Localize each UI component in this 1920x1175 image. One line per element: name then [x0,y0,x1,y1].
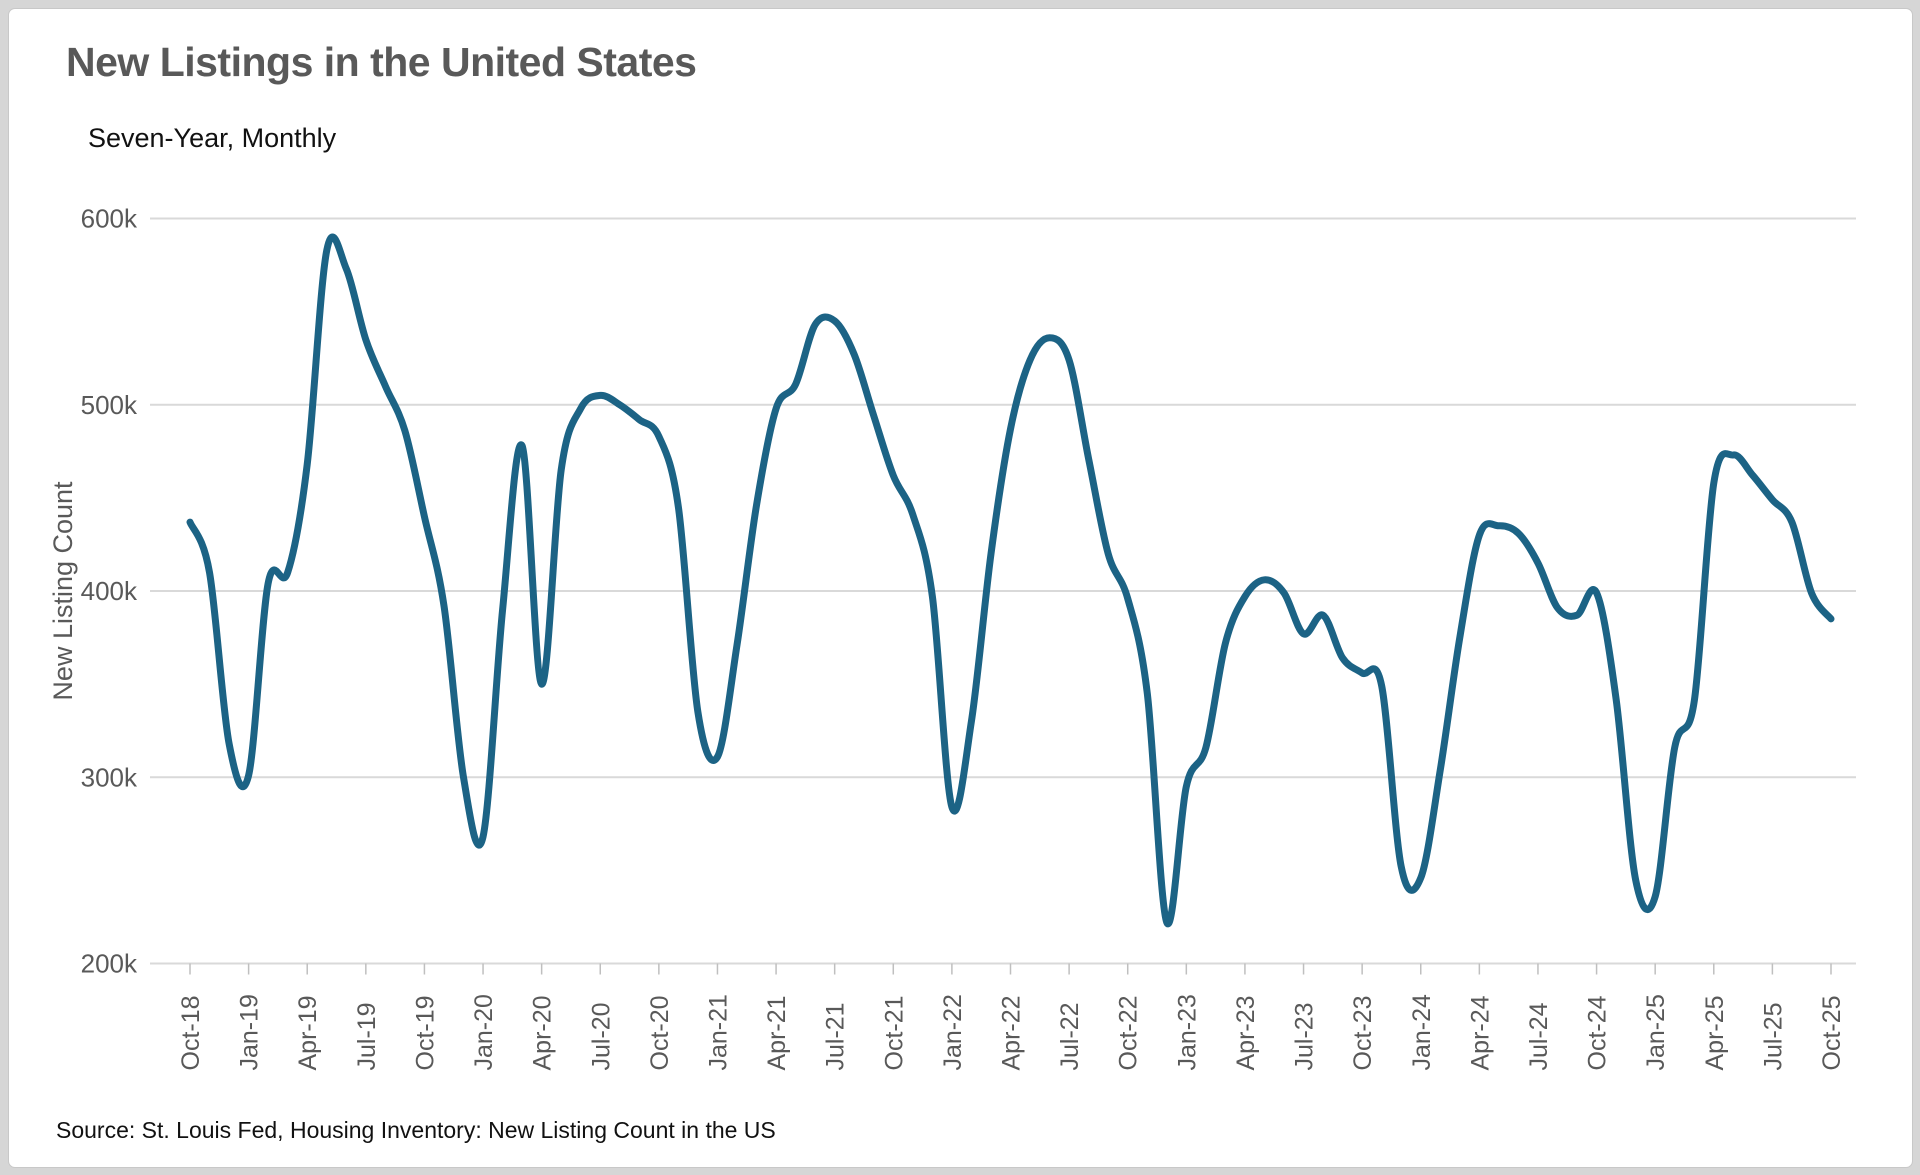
x-tick-label: Apr-21 [763,995,791,1070]
x-tick-label: Oct-20 [646,995,674,1070]
trend-line [186,233,1835,928]
x-axis-labels: Oct-18 Jan-19 Apr-19 Jul-19 Oct-19 Jan-20 Apr-… [177,994,1846,1071]
x-tick-label: Oct-19 [411,995,439,1070]
x-tick-label: Jan-19 [236,994,264,1070]
x-tick-label: Jul-19 [353,1002,381,1070]
x-tick-label: Jul-25 [1759,1002,1787,1070]
y-axis-labels: 600k 500k 400k 300k 200k [81,204,138,979]
x-tick-label: Apr-23 [1232,995,1260,1070]
x-tick-label: Apr-20 [529,995,557,1070]
x-tick-label: Apr-25 [1701,995,1729,1070]
y-axis-title-text: New Listing Count [48,481,78,701]
x-tick-label: Jan-20 [470,994,498,1070]
x-tick-label: Oct-22 [1115,995,1143,1070]
x-tick-label: Jan-22 [939,994,967,1070]
data-series [186,233,1835,928]
x-tick-label: Oct-18 [177,995,205,1070]
x-axis-ticks [189,963,1832,975]
x-tick-label: Oct-23 [1349,995,1377,1070]
y-tick-label: 500k [81,390,138,420]
x-tick-label: Jan-24 [1408,994,1436,1071]
y-tick-label: 300k [81,762,138,792]
chart-title: New Listings in the United States [66,39,697,85]
x-tick-label: Jan-21 [704,994,732,1070]
gridlines [150,217,1856,965]
y-tick-label: 400k [81,576,138,606]
y-tick-label: 200k [81,949,138,979]
x-tick-label: Apr-19 [294,995,322,1070]
x-tick-label: Jul-22 [1056,1002,1084,1070]
x-tick-label: Oct-21 [880,995,908,1070]
x-tick-label: Jan-25 [1642,994,1670,1070]
y-axis-title: New Listing Count [48,481,78,701]
x-tick-label: Jul-21 [822,1002,850,1070]
x-tick-label: Jan-23 [1173,994,1201,1070]
y-tick-label: 600k [81,204,138,234]
x-tick-label: Jul-24 [1525,1002,1553,1070]
chart-subtitle: Seven-Year, Monthly [88,123,337,153]
x-tick-label: Apr-24 [1466,995,1494,1070]
source-caption: Source: St. Louis Fed, Housing Inventory… [56,1117,776,1143]
x-tick-label: Jul-20 [587,1002,615,1070]
x-tick-label: Apr-22 [998,995,1026,1070]
x-tick-label: Oct-24 [1584,995,1612,1070]
x-tick-label: Jul-23 [1291,1002,1319,1070]
x-tick-label: Oct-25 [1818,995,1846,1070]
